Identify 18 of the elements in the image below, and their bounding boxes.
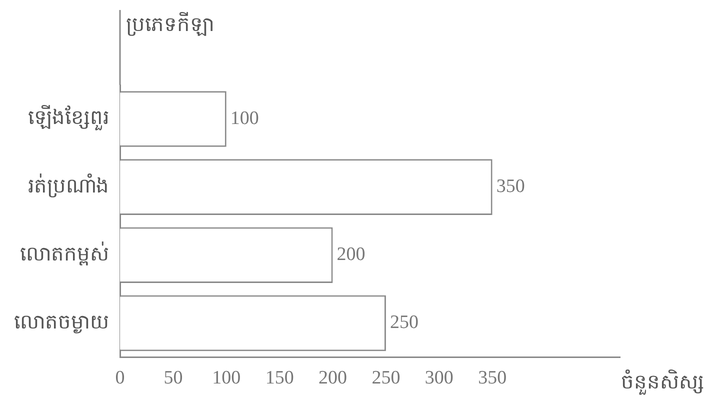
y-axis-title: ប្រភេទកីឡា: [126, 11, 214, 36]
data-label: 200: [336, 244, 366, 266]
data-label: 100: [230, 108, 259, 130]
y-tick-label: រត់ប្រណាំង: [28, 172, 109, 198]
x-tick-label: 300: [424, 368, 454, 389]
x-tick-label: 100: [212, 368, 241, 389]
data-label: 350: [496, 176, 525, 198]
x-tick-label: 250: [372, 368, 400, 389]
x-tick-label: 200: [318, 368, 348, 389]
x-tick-label: 50: [164, 368, 183, 389]
y-tick-label: លោតចម្ងាយ: [14, 309, 109, 334]
y-tick-label: ឡើងខ្សែពួរ: [28, 104, 109, 132]
data-label: 250: [390, 312, 418, 334]
x-tick-label: 0: [115, 368, 125, 389]
x-tick-label: 150: [265, 368, 294, 389]
x-tick-label: 350: [478, 368, 507, 389]
y-tick-label: លោតកម្ពស់: [20, 240, 109, 266]
x-axis-title: ចំនួនសិស្ស: [621, 368, 704, 396]
